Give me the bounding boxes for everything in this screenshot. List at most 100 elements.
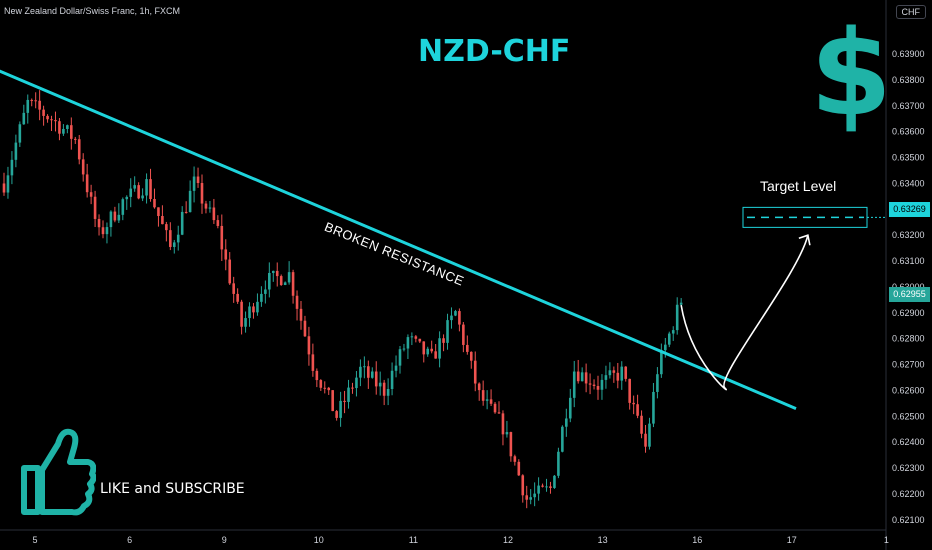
resistance-trendline	[0, 69, 797, 410]
y-tick-label: 0.62600	[892, 385, 925, 395]
candle-body	[204, 203, 208, 209]
x-tick-label: 12	[503, 535, 513, 545]
candle-body	[521, 475, 525, 496]
candle-body	[355, 377, 358, 389]
candle-body	[561, 426, 564, 452]
candle-body	[283, 282, 287, 286]
candle-body	[648, 423, 651, 447]
candle-body	[335, 411, 338, 418]
candle-body	[426, 348, 430, 355]
candle-body	[85, 174, 89, 193]
x-tick-label: 13	[598, 535, 608, 545]
candle-body	[30, 99, 34, 101]
candle-body	[616, 372, 620, 381]
candle-body	[664, 344, 667, 351]
candle-body	[485, 399, 489, 401]
candle-body	[588, 383, 592, 385]
candle-body	[97, 218, 101, 228]
candle-body	[42, 109, 45, 116]
candle-body	[220, 225, 224, 250]
symbol-title: New Zealand Dollar/Swiss Franc, 1h, FXCM	[4, 6, 181, 16]
candle-body	[462, 324, 465, 345]
candle-body	[252, 306, 255, 313]
candle-body	[351, 387, 354, 389]
candle-body	[525, 495, 529, 500]
candle-body	[121, 199, 125, 215]
candle-body	[62, 128, 65, 134]
candle-body	[200, 183, 204, 204]
candle-body	[240, 301, 243, 327]
candle-body	[529, 497, 532, 500]
y-tick-label: 0.62700	[892, 360, 925, 370]
candle-body	[46, 115, 49, 120]
candle-body	[38, 100, 41, 110]
candle-body	[256, 301, 259, 313]
candle-body	[70, 125, 73, 139]
candle-body	[169, 230, 172, 247]
candle-body	[438, 338, 441, 359]
candle-body	[446, 320, 449, 343]
candle-body	[54, 120, 57, 122]
y-tick-label: 0.62500	[892, 411, 925, 421]
candle-body	[640, 415, 643, 434]
candle-body	[576, 371, 580, 382]
y-tick-label: 0.63400	[892, 178, 925, 188]
candle-body	[165, 224, 168, 231]
target-level-label: Target Level	[760, 178, 837, 194]
candle-body	[18, 124, 22, 143]
candle-body	[374, 371, 378, 387]
candle-body	[481, 390, 485, 401]
candle-body	[414, 336, 418, 339]
candle-body	[596, 385, 600, 390]
y-tick-label: 0.63600	[892, 127, 925, 137]
x-tick-label: 6	[127, 535, 132, 545]
candle-body	[311, 354, 315, 371]
pair-title: NZD-CHF	[418, 34, 571, 69]
candle-body	[541, 485, 544, 487]
candle-body	[557, 451, 560, 476]
candle-body	[580, 372, 584, 382]
candle-body	[22, 112, 26, 125]
last-price-label: 0.62955	[889, 287, 930, 302]
x-tick-label: 11	[409, 535, 418, 545]
candle-body	[513, 456, 517, 462]
candle-body	[101, 227, 105, 235]
candle-body	[660, 350, 663, 375]
candle-body	[394, 365, 398, 371]
candle-body	[145, 179, 148, 196]
candle-body	[137, 185, 140, 199]
candle-body	[172, 242, 176, 247]
candle-body	[196, 176, 200, 184]
candle-body	[176, 234, 180, 243]
x-tick-label: 9	[222, 535, 227, 545]
y-tick-label: 0.62100	[892, 515, 925, 525]
y-tick-label: 0.62200	[892, 489, 925, 499]
candle-body	[398, 349, 402, 366]
candle-body	[454, 311, 457, 316]
candle-body	[359, 366, 362, 378]
candle-body	[636, 404, 639, 416]
candle-body	[248, 306, 251, 319]
candle-body	[469, 351, 473, 361]
candle-body	[264, 289, 267, 294]
target-price-label: 0.63269	[889, 202, 930, 217]
candle-body	[192, 176, 196, 191]
candle-body	[268, 272, 271, 290]
currency-badge[interactable]: CHF	[895, 5, 926, 19]
candle-body	[212, 207, 216, 221]
x-tick-label: 17	[787, 535, 797, 545]
candle-body	[466, 344, 469, 352]
candle-body	[208, 207, 212, 209]
x-tick-label: 1	[884, 535, 889, 545]
candle-body	[450, 315, 453, 321]
projection-path	[680, 235, 809, 391]
candle-body	[133, 185, 136, 189]
candle-body	[216, 220, 220, 226]
candle-body	[410, 336, 414, 338]
candle-body	[624, 366, 628, 379]
y-tick-label: 0.63500	[892, 153, 925, 163]
candle-body	[422, 341, 426, 355]
candle-body	[66, 125, 69, 129]
candle-body	[89, 192, 93, 197]
